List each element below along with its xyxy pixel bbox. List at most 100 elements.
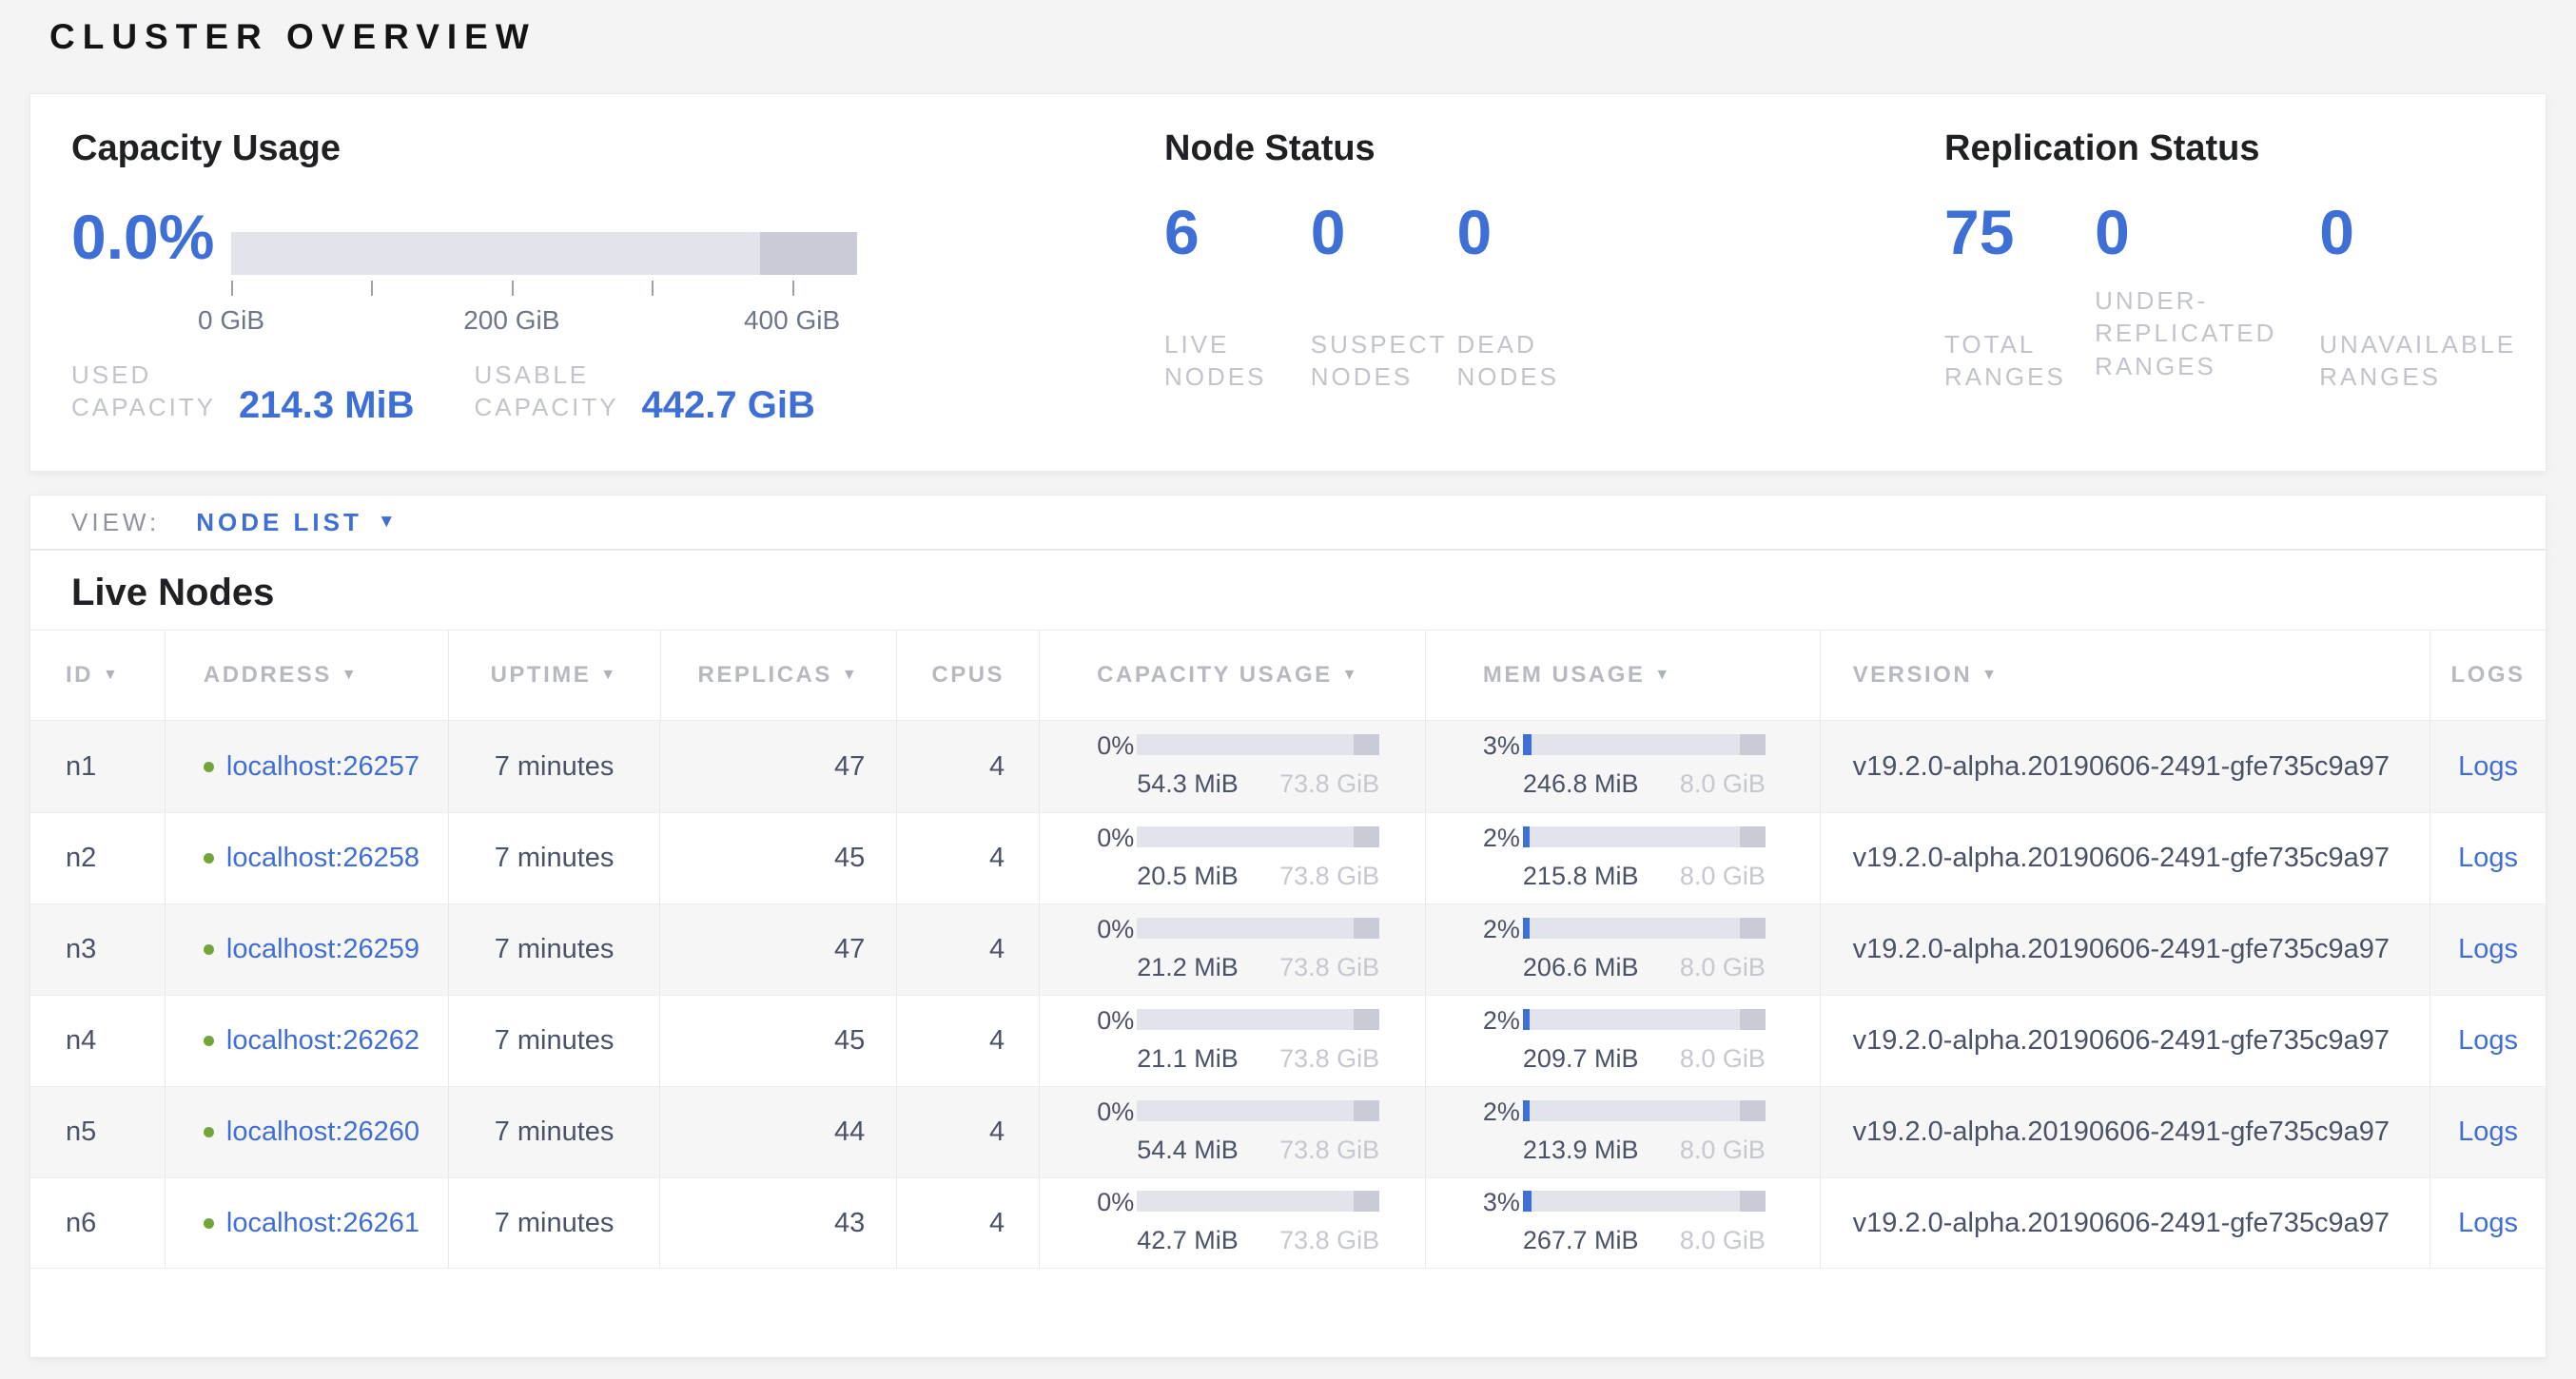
capacity-total-value: 73.8 GiB xyxy=(1279,1226,1380,1254)
cell-mem-usage: 2% 209.7 MiB 8.0 GiB xyxy=(1426,996,1821,1086)
node-status-title: Node Status xyxy=(1164,128,1376,168)
capacity-usage-percent: 0% xyxy=(1097,1188,1135,1216)
logs-link[interactable]: Logs xyxy=(2458,1117,2518,1147)
mem-used-value: 267.7 MiB xyxy=(1522,1226,1639,1254)
replication-stat: 0 UNAVAILABLE RANGES xyxy=(2319,94,2530,394)
cell-version: v19.2.0-alpha.20190606-2491-gfe735c9a97 xyxy=(1821,1087,2431,1177)
column-header-id[interactable]: ID ▼ xyxy=(30,631,166,720)
view-dropdown[interactable]: NODE LIST ▼ xyxy=(196,508,395,537)
cpus-value: 4 xyxy=(989,934,1005,964)
column-header-label: ADDRESS xyxy=(203,662,332,688)
version-value: v19.2.0-alpha.20190606-2491-gfe735c9a97 xyxy=(1852,1117,2390,1147)
node-id: n3 xyxy=(66,934,97,964)
replicas-value: 43 xyxy=(834,1207,866,1238)
capacity-metric-value: 442.7 GiB xyxy=(641,383,815,426)
node-address-link[interactable]: localhost:26260 xyxy=(225,1117,420,1147)
capacity-usage-values: 21.1 MiB 73.8 GiB xyxy=(1137,1044,1379,1074)
node-address-link[interactable]: localhost:26262 xyxy=(225,1025,420,1056)
column-header-replicas[interactable]: REPLICAS ▼ xyxy=(661,631,898,720)
logs-link[interactable]: Logs xyxy=(2458,934,2518,964)
column-header-label: UPTIME xyxy=(490,662,592,688)
cell-node-address: localhost:26258 xyxy=(166,813,449,903)
table-row: n4 localhost:26262 7 minutes 45 4 0% 21.1 MiB 7… xyxy=(30,995,2546,1086)
view-bar: VIEW: NODE LIST ▼ xyxy=(29,495,2547,550)
mem-used-value: 246.8 MiB xyxy=(1522,769,1639,798)
live-status-dot-icon xyxy=(203,1036,214,1046)
cell-mem-usage: 3% 267.7 MiB 8.0 GiB xyxy=(1426,1178,1821,1268)
capacity-total-value: 73.8 GiB xyxy=(1279,769,1380,798)
node-address-link[interactable]: localhost:26261 xyxy=(225,1207,420,1238)
logs-link[interactable]: Logs xyxy=(2458,750,2518,782)
axis-tick xyxy=(652,281,654,296)
column-header-address[interactable]: ADDRESS ▼ xyxy=(166,631,449,720)
version-value: v19.2.0-alpha.20190606-2491-gfe735c9a97 xyxy=(1852,843,2390,873)
mem-usage-bar-group: 3% 267.7 MiB 8.0 GiB xyxy=(1483,1188,1777,1255)
axis-tick-label: 0 GiB xyxy=(197,305,265,335)
cell-node-address: localhost:26262 xyxy=(166,996,449,1086)
mem-usage-percent: 3% xyxy=(1482,731,1520,760)
logs-link[interactable]: Logs xyxy=(2458,1025,2518,1056)
capacity-usage-bar xyxy=(1137,825,1380,847)
cell-capacity-usage: 0% 54.3 MiB 73.8 GiB xyxy=(1040,721,1426,812)
logs-link[interactable]: Logs xyxy=(2458,1207,2518,1238)
chevron-down-icon[interactable]: ▼ xyxy=(377,512,396,532)
uptime-value: 7 minutes xyxy=(494,1117,615,1147)
live-status-dot-icon xyxy=(203,761,214,772)
sort-caret-icon[interactable]: ▼ xyxy=(600,667,618,683)
live-nodes-title: Live Nodes xyxy=(71,572,275,613)
capacity-usage-percent: 0% xyxy=(1097,1005,1135,1035)
cell-uptime: 7 minutes xyxy=(449,996,661,1086)
uptime-value: 7 minutes xyxy=(494,843,615,873)
cell-logs: Logs xyxy=(2430,904,2546,995)
capacity-usage-bar xyxy=(231,232,857,275)
node-address-link[interactable]: localhost:26257 xyxy=(225,750,420,782)
replicas-value: 45 xyxy=(834,843,866,873)
mem-total-value: 8.0 GiB xyxy=(1679,769,1766,798)
node-status-label: LIVE NODES xyxy=(1164,330,1267,392)
mem-total-value: 8.0 GiB xyxy=(1679,1135,1766,1164)
sort-caret-icon[interactable]: ▼ xyxy=(341,667,360,683)
sort-caret-icon[interactable]: ▼ xyxy=(841,667,860,683)
uptime-value: 7 minutes xyxy=(494,1207,615,1238)
version-value: v19.2.0-alpha.20190606-2491-gfe735c9a97 xyxy=(1852,750,2390,782)
column-header-label: CAPACITY USAGE xyxy=(1097,662,1333,688)
sort-caret-icon[interactable]: ▼ xyxy=(1341,667,1359,683)
logs-link[interactable]: Logs xyxy=(2458,843,2518,873)
capacity-usage-reserved-segment xyxy=(1354,734,1380,755)
sort-caret-icon[interactable]: ▼ xyxy=(1654,667,1672,683)
column-header-capacity[interactable]: CAPACITY USAGE ▼ xyxy=(1040,631,1426,720)
version-value: v19.2.0-alpha.20190606-2491-gfe735c9a97 xyxy=(1852,934,2390,964)
cell-uptime: 7 minutes xyxy=(449,904,661,995)
capacity-usage-percent: 0% xyxy=(1097,731,1135,760)
cell-logs: Logs xyxy=(2430,813,2546,903)
mem-usage-bar-group: 2% 213.9 MiB 8.0 GiB xyxy=(1483,1097,1777,1165)
column-header-mem[interactable]: MEM USAGE ▼ xyxy=(1426,631,1821,720)
cell-replicas: 44 xyxy=(660,1087,898,1177)
node-id: n2 xyxy=(66,843,97,873)
node-address-link[interactable]: localhost:26258 xyxy=(225,843,420,873)
replication-label: TOTAL RANGES xyxy=(1944,330,2066,392)
column-header-uptime[interactable]: UPTIME ▼ xyxy=(449,631,661,720)
mem-used-value: 209.7 MiB xyxy=(1522,1043,1639,1073)
mem-usage-bar xyxy=(1522,917,1766,939)
sort-caret-icon[interactable]: ▼ xyxy=(1981,667,2000,683)
column-header-version[interactable]: VERSION ▼ xyxy=(1821,631,2431,720)
node-status-stat: 0 SUSPECT NODES xyxy=(1311,94,1457,394)
cpus-value: 4 xyxy=(989,1207,1005,1238)
live-status-dot-icon xyxy=(203,944,214,955)
node-status-label: DEAD NODES xyxy=(1456,330,1559,392)
axis-tick xyxy=(791,281,794,296)
sort-caret-icon[interactable]: ▼ xyxy=(103,667,121,683)
axis-tick xyxy=(511,281,514,296)
node-address-link[interactable]: localhost:26259 xyxy=(225,934,420,964)
cell-uptime: 7 minutes xyxy=(449,1178,661,1268)
cell-capacity-usage: 0% 21.2 MiB 73.8 GiB xyxy=(1040,904,1426,995)
view-dropdown-selected[interactable]: NODE LIST xyxy=(196,507,362,536)
replicas-value: 44 xyxy=(834,1117,866,1147)
live-nodes-panel: Live Nodes ID ▼ ADDRESS ▼ UPTIME ▼ REPLICAS ▼ CP… xyxy=(29,550,2547,1358)
cell-node-id: n3 xyxy=(30,904,166,995)
capacity-used-value: 54.3 MiB xyxy=(1137,769,1239,798)
node-id: n4 xyxy=(66,1025,97,1056)
cell-logs: Logs xyxy=(2430,996,2546,1086)
mem-usage-percent: 2% xyxy=(1482,1005,1520,1035)
